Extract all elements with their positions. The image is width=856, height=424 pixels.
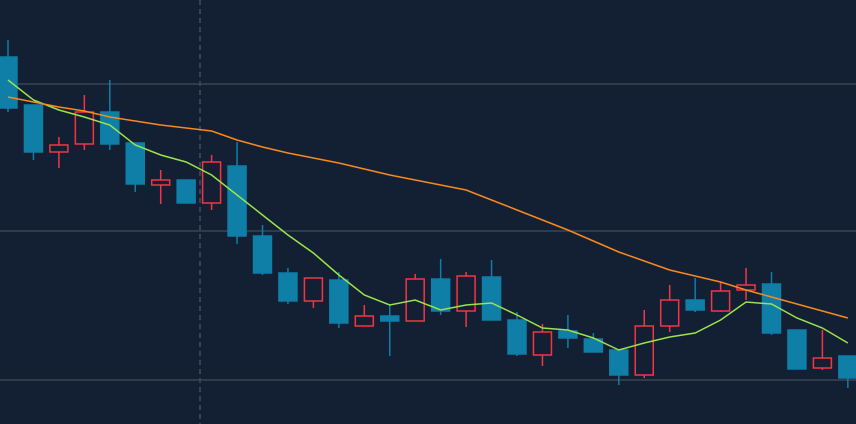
candle-body: [481, 276, 502, 321]
candle-body: [0, 56, 18, 109]
candle-body: [49, 144, 69, 153]
candle-body: [380, 315, 400, 322]
candle-body: [23, 104, 44, 153]
candle-body: [176, 179, 196, 204]
candle-body: [329, 279, 349, 324]
candle-body: [125, 142, 145, 185]
candle-body: [838, 355, 856, 379]
candle-body: [532, 331, 553, 356]
candle-body: [430, 278, 451, 312]
candle-body: [150, 179, 171, 186]
candle-body: [74, 111, 95, 145]
moving-average: [7, 79, 849, 351]
candle-body: [201, 161, 222, 204]
candle-body: [787, 329, 807, 370]
moving-average: [7, 96, 849, 319]
candle-body: [659, 299, 680, 327]
candle-body: [456, 275, 476, 312]
candle-body: [583, 338, 604, 353]
candle-body: [278, 272, 298, 302]
candle-body: [354, 315, 375, 327]
candle-body: [303, 277, 324, 302]
candle-body: [685, 299, 705, 311]
candle-body: [507, 319, 527, 355]
candle-body: [227, 165, 247, 237]
candle-body: [558, 330, 578, 339]
candle-body: [100, 111, 120, 145]
candle-body: [812, 357, 833, 369]
candle-body: [710, 290, 731, 312]
candle-body: [761, 283, 782, 334]
candle-body: [609, 349, 629, 376]
candle-body: [252, 235, 273, 274]
candle-body: [634, 325, 654, 376]
